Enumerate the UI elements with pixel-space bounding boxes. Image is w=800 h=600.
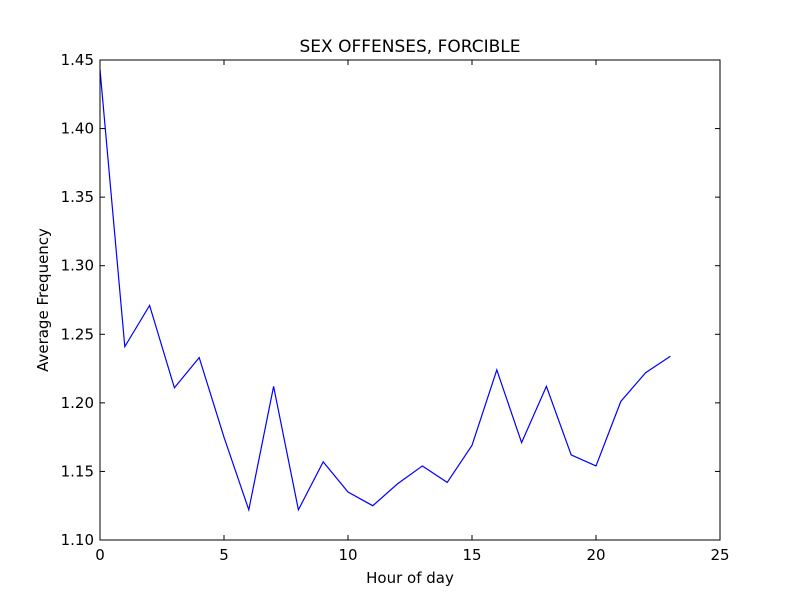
y-tick-label: 1.10 <box>61 531 94 549</box>
y-tick-label: 1.20 <box>61 394 94 412</box>
x-tick-label: 20 <box>586 546 605 564</box>
y-tick-label: 1.45 <box>61 51 94 69</box>
plot-frame <box>99 59 721 541</box>
x-tick-label: 10 <box>338 546 357 564</box>
axis-ticks: 0 5 10 15 20 25 1.10 1.15 1.20 1.25 1.30 1.35 1.40 1.… <box>61 51 730 564</box>
x-tick-label: 0 <box>95 546 105 564</box>
x-tick-label: 5 <box>219 546 229 564</box>
x-tick-label: 15 <box>462 546 481 564</box>
chart-title: SEX OFFENSES, FORCIBLE <box>300 37 521 57</box>
y-tick-label: 1.15 <box>61 462 94 480</box>
series-line-0 <box>99 69 671 513</box>
x-tick-label: 25 <box>710 546 729 564</box>
y-tick-label: 1.35 <box>61 188 94 206</box>
y-tick-label: 1.30 <box>61 257 94 275</box>
y-tick-label: 1.40 <box>61 120 94 138</box>
x-axis-label: Hour of day <box>366 569 454 587</box>
y-axis-label: Average Frequency <box>34 228 52 372</box>
plot-area <box>99 69 671 513</box>
y-tick-label: 1.25 <box>61 325 94 343</box>
